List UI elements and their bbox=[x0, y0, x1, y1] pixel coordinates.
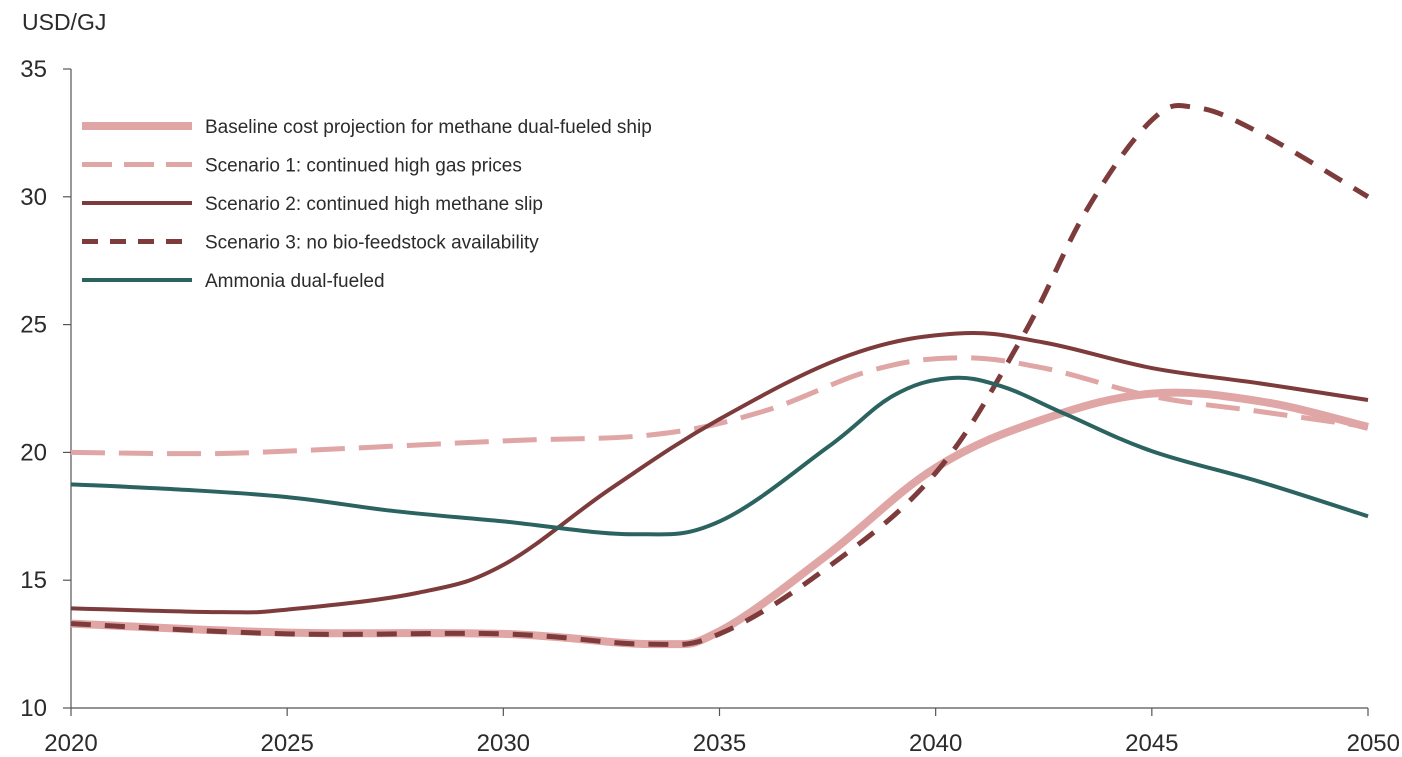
series-line-scenario-2 bbox=[70, 331, 1369, 615]
series-layer bbox=[70, 103, 1370, 649]
series-line-scenario-1 bbox=[70, 355, 1369, 457]
y-tick-label: 10 bbox=[20, 695, 47, 722]
x-tick-label: 2045 bbox=[1125, 730, 1178, 757]
y-tick-label: 20 bbox=[20, 439, 47, 466]
y-tick-label: 25 bbox=[20, 312, 47, 339]
legend-label-scenario-1: Scenario 1: continued high gas prices bbox=[205, 156, 522, 177]
y-tick-label: 35 bbox=[20, 56, 47, 83]
legend-label-scenario-2: Scenario 2: continued high methane slip bbox=[205, 194, 543, 215]
series-line-ammonia bbox=[70, 375, 1369, 537]
x-tick-label: 2050 bbox=[1347, 730, 1400, 757]
x-tick-label: 2020 bbox=[44, 730, 97, 757]
y-tick-label: 15 bbox=[20, 567, 47, 594]
legend: Baseline cost projection for methane dua… bbox=[82, 117, 652, 292]
y-tick-label: 30 bbox=[20, 184, 47, 211]
legend-label-baseline: Baseline cost projection for methane dua… bbox=[205, 117, 652, 138]
x-tick-label: 2025 bbox=[260, 730, 313, 757]
x-tick-label: 2030 bbox=[477, 730, 530, 757]
legend-label-scenario-3: Scenario 3: no bio-feedstock availabilit… bbox=[205, 233, 539, 254]
x-tick-label: 2040 bbox=[909, 730, 962, 757]
y-axis-unit-label: USD/GJ bbox=[22, 9, 106, 35]
series-line-baseline bbox=[70, 388, 1369, 649]
series-line-scenario-3 bbox=[70, 103, 1370, 648]
legend-label-ammonia: Ammonia dual-fueled bbox=[205, 271, 385, 292]
x-tick-label: 2035 bbox=[693, 730, 746, 757]
